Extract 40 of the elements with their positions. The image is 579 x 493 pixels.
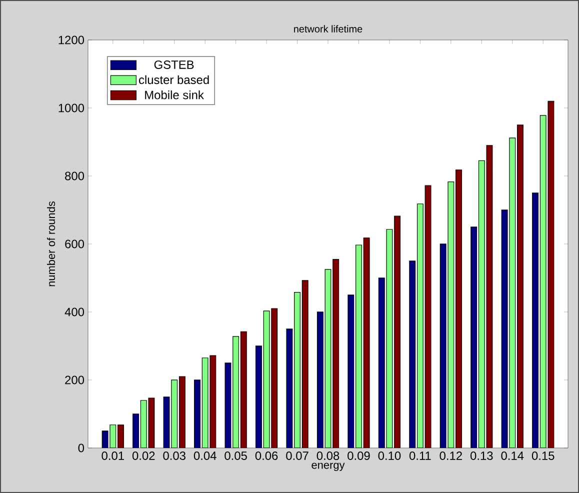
y-axis-title: number of rounds [47,201,56,286]
x-tick-label: 0.08 [316,452,340,460]
bar [470,226,478,448]
bar [532,192,539,448]
chart-title: network lifetime [294,25,362,32]
x-tick-label: 0.05 [224,452,247,460]
y-tick-label: 1200 [58,36,84,44]
x-tick-label: 0.12 [440,452,462,460]
x-tick-label: 0.13 [470,452,493,460]
bar [118,424,124,448]
legend-label: cluster based [138,75,209,84]
x-tick-label: 0.06 [255,452,278,460]
bar [394,216,401,448]
legend-label: GSTEB [154,60,194,69]
x-tick-label: 0.01 [102,452,124,460]
x-tick-label: 0.03 [163,452,186,460]
bar [178,376,186,448]
x-axis-title: energy [312,462,345,471]
bar [456,170,462,448]
x-tick-label: 0.09 [348,452,370,460]
x-tick-label: 0.04 [194,452,216,460]
bar [316,312,324,448]
bar [194,380,200,448]
bar [517,124,524,448]
y-tick-label: 400 [64,308,84,316]
y-tick-label: 600 [65,240,84,248]
y-tick-label: 200 [65,376,84,384]
x-tick-label: 0.10 [378,452,401,460]
y-tick-label: 800 [65,172,84,180]
bar [256,346,262,448]
legend-label: Mobile sink [145,90,204,100]
x-tick-label: 0.07 [286,452,308,460]
bar [332,258,340,448]
x-tick-label: 0.15 [532,452,554,460]
bar [132,414,140,448]
y-tick-label: 1000 [58,104,84,112]
x-tick-label: 0.11 [409,452,431,460]
y-tick-label: 0 [78,444,84,452]
x-tick-label: 0.02 [132,452,155,460]
x-tick-label: 0.14 [501,452,524,460]
